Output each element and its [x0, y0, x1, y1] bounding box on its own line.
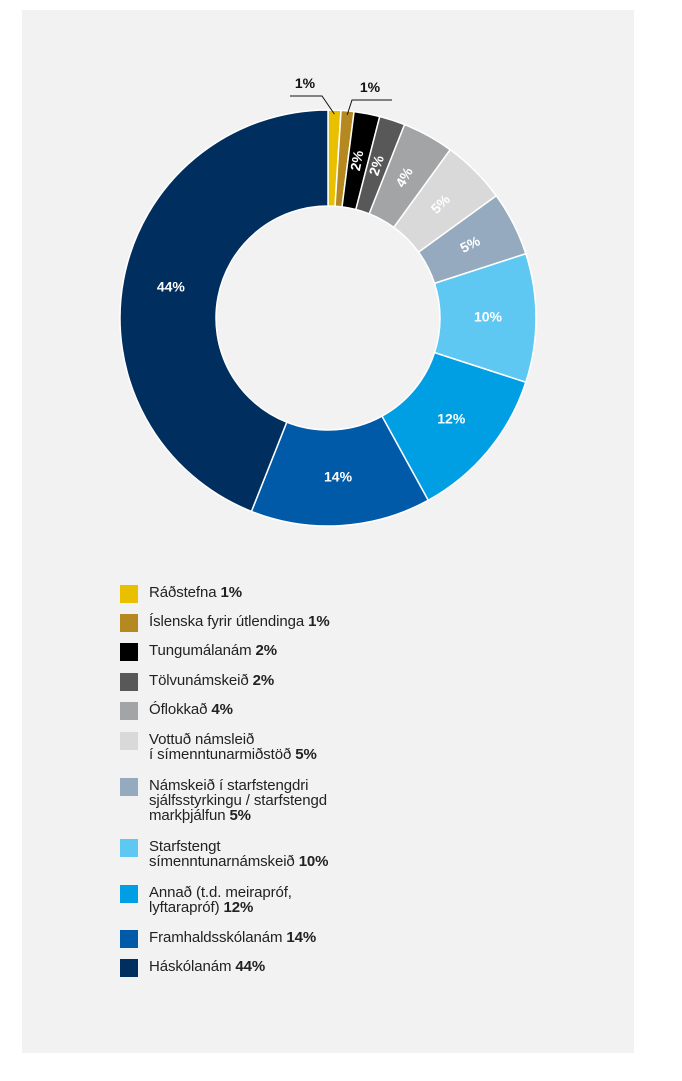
legend-label-line: Framhaldsskólanám 14% [149, 929, 317, 946]
slice-label: 12% [437, 411, 466, 427]
slice-label: 44% [157, 279, 186, 295]
legend-label-line: markþjálfun 5% [149, 807, 251, 824]
legend-item: Íslenska fyrir útlendinga 1% [120, 614, 330, 632]
legend-item: Óflokkað 4% [120, 702, 233, 720]
legend-percent: 44% [235, 958, 266, 975]
legend-percent: 1% [308, 613, 330, 630]
legend-item: Tölvunámskeið 2% [120, 673, 274, 691]
callout-label: 1% [295, 75, 316, 91]
legend-label: Framhaldsskólanám 14% [149, 930, 316, 945]
legend-percent: 12% [223, 899, 254, 916]
legend-label: Námskeið í starfstengdri sjálfsstyrkingu … [149, 778, 327, 823]
legend-percent: 4% [211, 701, 233, 718]
legend-item: Tungumálanám 2% [120, 643, 277, 661]
legend-label: Annað (t.d. meirapróf, lyftarapróf) 12% [149, 885, 292, 915]
legend-label-line: sjálfsstyrkingu / starfstengd [149, 792, 328, 809]
legend-label-line: Ráðstefna 1% [149, 584, 242, 601]
legend-item: Framhaldsskólanám 14% [120, 930, 316, 948]
legend-label: Íslenska fyrir útlendinga 1% [149, 614, 330, 629]
legend-percent: 5% [295, 746, 317, 763]
legend-label-line: Háskólanám 44% [149, 958, 266, 975]
legend-swatch [120, 778, 138, 796]
legend-label-line: Íslenska fyrir útlendinga 1% [149, 613, 330, 630]
legend-label-line: Vottuð námsleið [149, 731, 255, 748]
legend-swatch [120, 643, 138, 661]
legend-percent: 1% [220, 584, 242, 601]
callout-line [290, 95, 335, 115]
callout-label: 1% [360, 79, 381, 95]
legend-swatch [120, 673, 138, 691]
legend-label-line: Námskeið í starfstengdri [149, 777, 309, 794]
legend-percent: 2% [255, 642, 277, 659]
legend-swatch [120, 885, 138, 903]
legend-swatch [120, 614, 138, 632]
donut-slice [119, 109, 329, 513]
legend-percent: 2% [252, 672, 275, 689]
slice-label: 14% [324, 468, 353, 484]
legend-label-line: lyftarapróf) 12% [149, 899, 254, 916]
legend-swatch [120, 732, 138, 750]
legend-swatch [120, 702, 138, 720]
legend-label-line: Tölvunámskeið 2% [149, 672, 275, 689]
legend-item: Ráðstefna 1% [120, 585, 242, 603]
legend-item: Vottuð námsleið í símenntunarmiðstöð 5% [120, 732, 317, 762]
legend-label-line: Starfstengt [149, 838, 221, 855]
legend-swatch [120, 959, 138, 977]
legend-label: Tungumálanám 2% [149, 643, 277, 658]
legend-percent: 14% [286, 929, 317, 946]
slice-label: 2% [365, 153, 387, 178]
legend-label-line: Óflokkað 4% [149, 701, 233, 718]
legend-item: Starfstengt símenntunarnámskeið 10% [120, 838, 329, 870]
legend-label: Vottuð námsleið í símenntunarmiðstöð 5% [149, 732, 317, 762]
legend-swatch [120, 930, 138, 948]
legend-percent: 5% [229, 807, 251, 824]
legend-label: Háskólanám 44% [149, 959, 265, 974]
legend-percent: 10% [298, 853, 329, 870]
callout-line [346, 99, 392, 116]
legend-swatch [120, 839, 138, 857]
legend-label: Ráðstefna 1% [149, 585, 242, 600]
slice-label: 10% [474, 309, 503, 325]
legend-label: Óflokkað 4% [149, 702, 233, 717]
legend-label-line: Tungumálanám 2% [149, 642, 277, 659]
legend-item: Háskólanám 44% [120, 959, 265, 977]
legend-swatch [120, 585, 138, 603]
donut-chart: 2% 2% 4%5%5%10%12%14%44%1% 1% [119, 75, 537, 527]
slice-label: 2% [347, 149, 367, 172]
legend-label-line: í símenntunarmiðstöð 5% [149, 746, 317, 763]
legend-label-line: Annað (t.d. meirapróf, [149, 884, 292, 901]
legend-label: Tölvunámskeið 2% [149, 673, 274, 688]
legend-label: Starfstengt símenntunarnámskeið 10% [149, 838, 329, 870]
legend-label-line: símenntunarnámskeið 10% [149, 853, 329, 870]
legend-item: Annað (t.d. meirapróf, lyftarapróf) 12% [120, 885, 292, 915]
legend-item: Námskeið í starfstengdri sjálfsstyrkingu … [120, 778, 327, 823]
